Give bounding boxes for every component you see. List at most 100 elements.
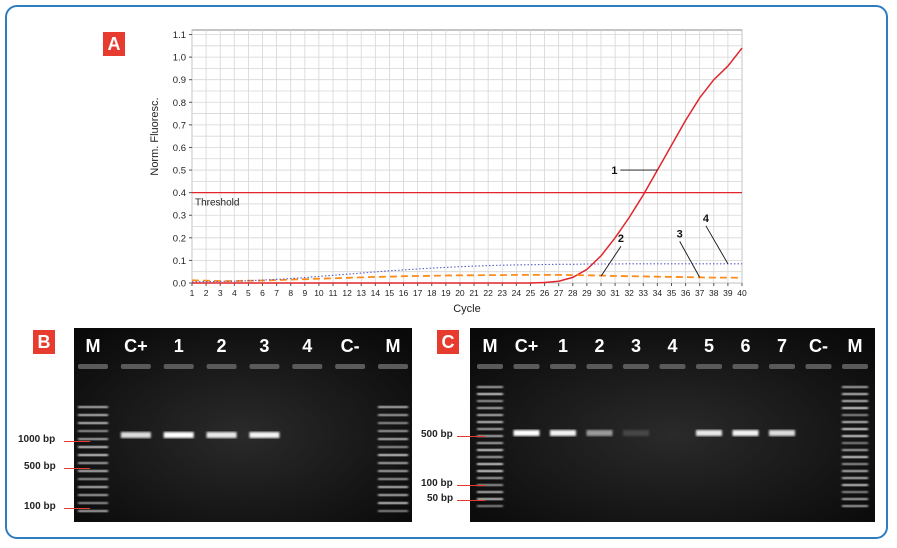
annotation-label-2: 2: [618, 233, 624, 245]
ladder-band: [378, 510, 408, 512]
gel-well: [378, 364, 408, 369]
gel-well: [806, 364, 832, 369]
y-tick-label: 0.3: [173, 211, 186, 222]
ladder-band: [842, 477, 868, 479]
y-tick-label: 0.8: [173, 98, 186, 109]
ladder-band: [78, 454, 108, 456]
ladder-band: [842, 505, 868, 507]
ladder-band: [477, 428, 503, 430]
ladder-band: [477, 505, 503, 507]
gel-well: [249, 364, 279, 369]
x-tick-label: 32: [624, 288, 634, 298]
threshold-label: Threshold: [195, 198, 239, 209]
x-tick-label: 40: [737, 288, 747, 298]
marker-size-label: 100 bp: [421, 478, 453, 489]
x-tick-label: 27: [554, 288, 564, 298]
ladder-band: [477, 414, 503, 416]
ladder-band: [842, 456, 868, 458]
lane-label: 3: [631, 336, 641, 357]
sample-band: [164, 432, 194, 438]
x-tick-label: 26: [540, 288, 550, 298]
marker-pointer-line: [457, 500, 485, 501]
ladder-band: [78, 430, 108, 432]
marker-size-label: 1000 bp: [18, 434, 55, 445]
lane-label: C+: [515, 336, 539, 357]
ladder-band: [78, 414, 108, 416]
marker-size-label: 100 bp: [24, 501, 56, 512]
x-tick-label: 5: [246, 288, 251, 298]
sample-band: [514, 430, 540, 436]
y-tick-label: 1.1: [173, 30, 186, 41]
x-tick-label: 38: [709, 288, 719, 298]
x-tick-label: 11: [329, 288, 338, 298]
gel-well: [207, 364, 237, 369]
panel-b-badge: B: [33, 330, 55, 354]
y-tick-label: 0.1: [173, 256, 186, 267]
ladder-band: [78, 438, 108, 440]
x-tick-label: 36: [681, 288, 691, 298]
ladder-band: [378, 486, 408, 488]
marker-pointer-line: [64, 441, 90, 442]
x-tick-label: 14: [371, 288, 381, 298]
ladder-band: [477, 491, 503, 493]
ladder-band: [78, 502, 108, 504]
x-tick-label: 9: [302, 288, 307, 298]
ladder-band: [842, 470, 868, 472]
ladder-band: [78, 470, 108, 472]
ladder-band: [477, 463, 503, 465]
ladder-band: [78, 510, 108, 512]
gel-well: [550, 364, 576, 369]
ladder-band: [477, 456, 503, 458]
x-tick-label: 33: [639, 288, 649, 298]
ladder-band: [378, 494, 408, 496]
sample-band: [696, 430, 722, 436]
lane-label: 7: [777, 336, 787, 357]
x-tick-label: 12: [342, 288, 352, 298]
gel-well: [121, 364, 151, 369]
ladder-band: [78, 446, 108, 448]
ladder-band: [477, 407, 503, 409]
ladder-band: [477, 470, 503, 472]
ladder-band: [78, 486, 108, 488]
ladder-band: [842, 449, 868, 451]
lane-label: 1: [558, 336, 568, 357]
gel-well: [514, 364, 540, 369]
marker-pointer-line: [64, 508, 90, 509]
x-tick-label: 10: [314, 288, 324, 298]
ladder-band: [842, 491, 868, 493]
y-axis-label: Norm. Fluoresc.: [149, 97, 161, 175]
ladder-band: [477, 386, 503, 388]
ladder-band: [842, 484, 868, 486]
annotation-label-4: 4: [703, 213, 710, 225]
x-tick-label: 23: [498, 288, 508, 298]
x-tick-label: 34: [653, 288, 663, 298]
ladder-band: [378, 438, 408, 440]
x-tick-label: 2: [204, 288, 209, 298]
plot-area: [192, 30, 742, 283]
gel-b: M C+ 1 2 3 4 C- M: [74, 328, 412, 522]
x-axis-label: Cycle: [453, 303, 481, 315]
marker-size-label: 500 bp: [24, 461, 56, 472]
lane-label: 6: [740, 336, 750, 357]
ladder-band: [78, 462, 108, 464]
x-tick-label: 30: [596, 288, 606, 298]
ladder-band: [477, 393, 503, 395]
ladder-band: [842, 407, 868, 409]
ladder-band: [842, 386, 868, 388]
gelC-image: [470, 328, 875, 522]
ladder-band: [378, 422, 408, 424]
gel-well: [696, 364, 722, 369]
lane-label: 4: [302, 336, 312, 357]
ladder-band: [477, 400, 503, 402]
x-tick-label: 35: [667, 288, 677, 298]
ladder-band: [378, 446, 408, 448]
lane-label: C+: [124, 336, 148, 357]
lane-label: 4: [667, 336, 677, 357]
marker-pointer-line: [64, 468, 90, 469]
gel-well: [292, 364, 322, 369]
marker-size-label: 50 bp: [427, 493, 453, 504]
lane-label: M: [848, 336, 863, 357]
x-tick-label: 8: [288, 288, 293, 298]
y-tick-label: 0.6: [173, 143, 186, 154]
sample-band: [249, 432, 279, 438]
